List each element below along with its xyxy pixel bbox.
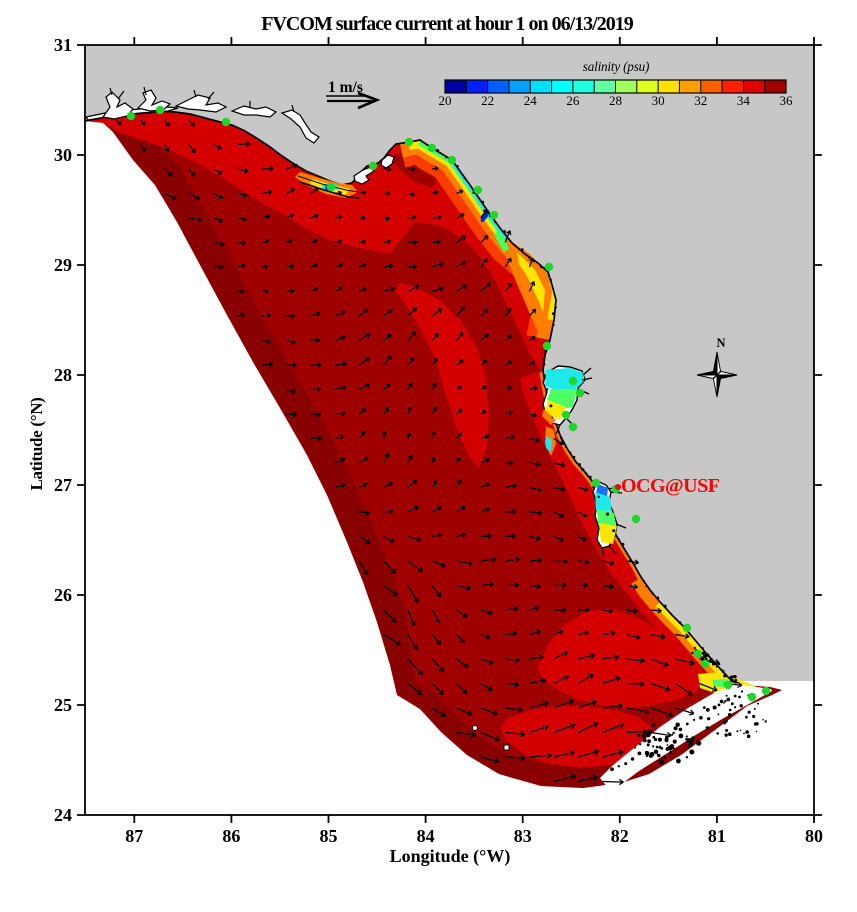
svg-text:32: 32 (694, 93, 707, 108)
svg-text:28: 28 (54, 365, 72, 385)
svg-text:24: 24 (54, 805, 72, 825)
svg-text:salinity (psu): salinity (psu) (583, 59, 649, 74)
svg-text:82: 82 (611, 826, 629, 846)
svg-text:N: N (716, 336, 725, 350)
svg-text:27: 27 (54, 475, 72, 495)
svg-text:24: 24 (524, 93, 538, 108)
svg-text:1 m/s: 1 m/s (328, 79, 363, 96)
svg-text:Longitude (°W): Longitude (°W) (390, 846, 511, 867)
svg-text:80: 80 (805, 826, 823, 846)
svg-text:29: 29 (54, 255, 72, 275)
svg-text:31: 31 (54, 35, 72, 55)
svg-text:30: 30 (652, 93, 665, 108)
svg-text:84: 84 (417, 826, 435, 846)
svg-text:81: 81 (708, 826, 726, 846)
svg-text:86: 86 (222, 826, 240, 846)
svg-text:28: 28 (609, 93, 622, 108)
svg-text:26: 26 (54, 585, 72, 605)
svg-text:30: 30 (54, 145, 72, 165)
svg-text:Latitude (°N): Latitude (°N) (27, 397, 46, 490)
svg-text:OCG@USF: OCG@USF (621, 475, 720, 497)
svg-text:87: 87 (125, 826, 143, 846)
svg-text:FVCOM surface current at hour: FVCOM surface current at hour 1 on 06/13… (261, 13, 633, 35)
svg-text:22: 22 (481, 93, 494, 108)
svg-text:83: 83 (514, 826, 532, 846)
svg-text:26: 26 (566, 93, 580, 108)
svg-text:36: 36 (780, 93, 794, 108)
svg-text:85: 85 (320, 826, 338, 846)
svg-text:20: 20 (439, 93, 452, 108)
svg-text:25: 25 (54, 695, 72, 715)
svg-text:34: 34 (737, 93, 751, 108)
